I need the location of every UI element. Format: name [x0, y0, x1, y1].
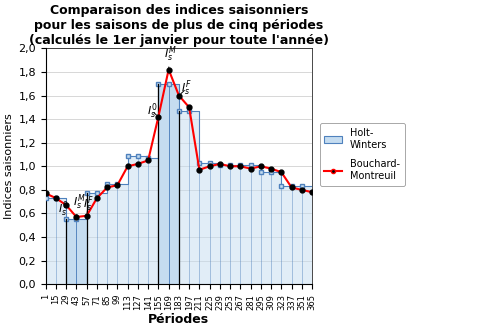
Bar — [250, 165, 261, 284]
Bar — [148, 158, 158, 284]
Bar — [302, 186, 312, 284]
Bar — [97, 193, 107, 284]
Text: $I_s^F$: $I_s^F$ — [181, 79, 192, 98]
Bar — [271, 172, 281, 284]
Text: $I_s^M$: $I_s^M$ — [73, 192, 86, 217]
Bar — [189, 111, 200, 284]
Y-axis label: Indices saisonniers: Indices saisonniers — [4, 114, 14, 219]
Text: $I_s^0$: $I_s^0$ — [146, 101, 157, 121]
Text: $I_s^M$: $I_s^M$ — [164, 45, 176, 70]
Bar — [230, 165, 240, 284]
Bar — [76, 219, 86, 284]
X-axis label: Périodes: Périodes — [148, 313, 210, 326]
Bar — [56, 198, 66, 284]
Bar — [107, 184, 118, 284]
Text: $I_s^F$: $I_s^F$ — [83, 194, 94, 214]
Bar — [292, 186, 302, 284]
Bar — [138, 156, 148, 284]
Bar — [261, 172, 271, 284]
Text: $I_s^0$: $I_s^0$ — [58, 200, 68, 219]
Bar — [118, 184, 128, 284]
Bar — [210, 163, 220, 284]
Bar — [46, 198, 56, 284]
Legend: Holt-
Winters, Bouchard-
Montreuil: Holt- Winters, Bouchard- Montreuil — [320, 123, 404, 186]
Bar — [158, 84, 168, 284]
Bar — [282, 186, 292, 284]
Title: Comparaison des indices saisonniers
pour les saisons de plus de cinq périodes
(c: Comparaison des indices saisonniers pour… — [29, 4, 329, 47]
Bar — [168, 84, 179, 284]
Bar — [128, 156, 138, 284]
Bar — [220, 165, 230, 284]
Bar — [179, 111, 189, 284]
Bar — [66, 219, 76, 284]
Bar — [86, 193, 97, 284]
Bar — [200, 163, 209, 284]
Bar — [240, 165, 250, 284]
